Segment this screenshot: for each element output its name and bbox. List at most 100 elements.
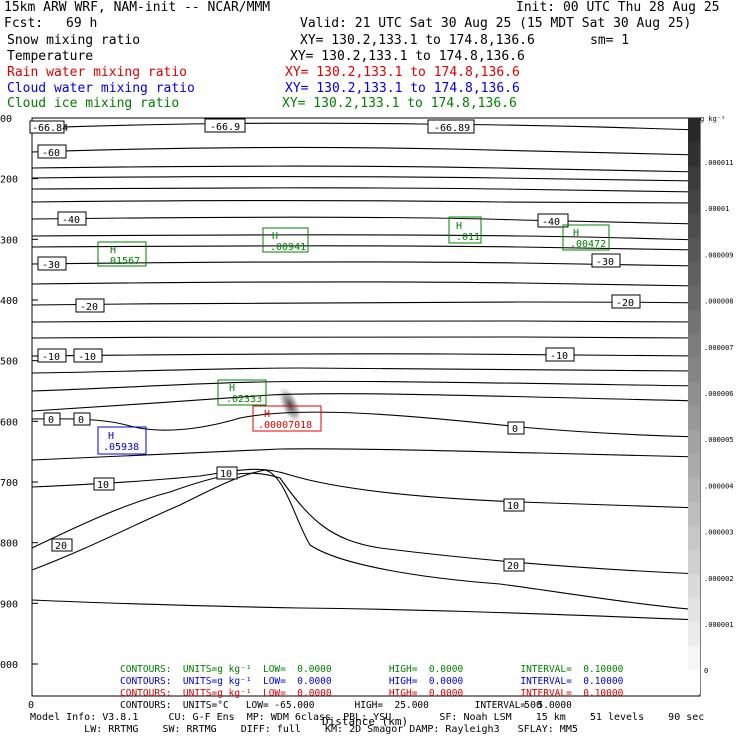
header-init: Init: 00 UTC Thu 28 Aug 25 — [516, 0, 720, 15]
colorbar-swatch — [688, 574, 700, 598]
temp-label: -20 — [75, 298, 105, 313]
colorbar-swatch — [688, 406, 700, 430]
field-snow-name: Snow mixing ratio — [7, 33, 141, 48]
temp-label: -66.84 — [29, 120, 68, 134]
header-fcst-label: Fcst: — [4, 16, 44, 31]
header-valid: Valid: 21 UTC Sat 30 Aug 25 (15 MDT Sat … — [300, 16, 692, 31]
model-info-2: LW: RRTMG SW: RRTMG DIFF: full KM: 2D Sm… — [30, 724, 578, 735]
temp-label: 0 — [73, 412, 91, 426]
temp-label: 10 — [93, 477, 115, 491]
y-tick-label: 000 — [0, 660, 18, 671]
y-tick-label: 600 — [0, 417, 18, 428]
colorbar-tick-label: 0 — [704, 667, 708, 675]
svg-text:-30: -30 — [42, 260, 60, 271]
svg-text:.011: .011 — [456, 232, 480, 243]
temp-label: -66.9 — [204, 118, 246, 133]
colorbar-tick-label: .000005 — [704, 436, 734, 444]
colorbar-tick-label: .000002 — [704, 575, 734, 583]
colorbar-swatch — [688, 358, 700, 382]
colorbar-swatch — [688, 118, 700, 142]
colorbar-swatch — [688, 430, 700, 454]
svg-text:H: H — [229, 383, 235, 394]
contour-info-line: CONTOURS: UNITS=g kg⁻¹ LOW= 0.0000 HIGH=… — [120, 664, 624, 675]
header-sm: sm= 1 — [590, 33, 630, 48]
colorbar-swatch — [688, 190, 700, 214]
y-tick-label: 900 — [0, 599, 18, 610]
svg-text:10: 10 — [97, 480, 109, 491]
field-snow-xy: XY= 130.2,133.1 to 174.8,136.6 — [300, 33, 535, 48]
svg-text:.00472: .00472 — [570, 239, 606, 250]
svg-text:-40: -40 — [62, 215, 80, 226]
colorbar-swatch — [688, 622, 700, 646]
svg-text:-10: -10 — [550, 351, 568, 362]
contour-info-line: CONTOURS: UNITS=g kg⁻¹ LOW= 0.0000 HIGH=… — [120, 676, 624, 687]
svg-text:.00941: .00941 — [270, 242, 306, 253]
temp-label: -30 — [37, 256, 67, 271]
colorbar-swatch — [688, 646, 700, 670]
x-axis-label: Distance (km) — [322, 715, 409, 728]
svg-text:.02333: .02333 — [226, 394, 262, 405]
colorbar-swatch — [688, 238, 700, 262]
y-tick-label: 500 — [0, 357, 18, 368]
colorbar-labels: .000011 .00001 .000009 .000008 .000007 .00000… — [704, 159, 734, 675]
colorbar-tick-label: .000006 — [704, 390, 734, 398]
colorbar-swatch — [688, 598, 700, 622]
y-axis-ticks: 00 200 300 400 500 600 700 800 900 000 — [0, 114, 38, 671]
svg-text:H: H — [272, 231, 278, 242]
temp-label: -66.89 — [427, 119, 475, 134]
svg-text:-20: -20 — [80, 302, 98, 313]
svg-text:.05938: .05938 — [103, 442, 139, 453]
temp-label: 0 — [43, 412, 61, 426]
max-ice-2: H.00941 — [262, 227, 309, 253]
svg-text:H: H — [264, 409, 270, 420]
svg-text:10: 10 — [507, 501, 519, 512]
y-tick-label: 700 — [0, 478, 18, 489]
colorbar-swatch — [688, 334, 700, 358]
field-temp-xy: XY= 130.2,133.1 to 174.8,136.6 — [290, 49, 525, 64]
colorbar-tick-label: .000008 — [704, 298, 734, 306]
field-cloudice-name: Cloud ice mixing ratio — [7, 96, 180, 111]
colorbar-swatch — [688, 142, 700, 166]
svg-text:-66.84: -66.84 — [32, 123, 68, 134]
contour-info-line: CONTOURS: UNITS=°C LOW= -65.000 HIGH= 25… — [120, 700, 572, 711]
colorbar-tick-label: .000003 — [704, 529, 734, 537]
temp-label: -30 — [591, 253, 621, 268]
svg-text:H: H — [456, 221, 462, 232]
colorbar-swatch — [688, 550, 700, 574]
colorbar-unit: g kg⁻¹ — [700, 115, 725, 123]
colorbar-swatch — [688, 382, 700, 406]
colorbar-swatch — [688, 262, 700, 286]
rain-water-shading — [278, 386, 302, 424]
colorbar-swatch — [688, 502, 700, 526]
svg-text:-66.9: -66.9 — [210, 122, 240, 133]
temp-label: 0 — [507, 421, 525, 435]
svg-text:-40: -40 — [542, 217, 560, 228]
colorbar-tick-label: .000001 — [704, 621, 734, 629]
colorbar-swatch — [688, 526, 700, 550]
field-rain-name: Rain water mixing ratio — [7, 65, 188, 80]
colorbar-tick-label: .000011 — [704, 159, 734, 167]
y-tick-label: 00 — [0, 114, 12, 125]
colorbar-tick-label: .00001 — [704, 205, 729, 213]
colorbar-swatch — [688, 670, 700, 694]
terrain-profile — [31, 599, 701, 621]
colorbar-swatch — [688, 166, 700, 190]
svg-text:-20: -20 — [616, 298, 634, 309]
field-rain-xy: XY= 130.2,133.1 to 174.8,136.6 — [285, 65, 520, 80]
colorbar-swatch — [688, 454, 700, 478]
temperature-contours — [31, 122, 701, 611]
contour-info-line: CONTOURS: UNITS=g kg⁻¹ LOW= 0.0000 HIGH=… — [120, 688, 624, 699]
header-fcst-value: 69 h — [66, 16, 98, 31]
temp-label: -10 — [545, 347, 575, 362]
x-tick-label: 0 — [28, 700, 34, 711]
temp-label: 10 — [216, 466, 238, 480]
x-axis-ticks: 0 500 — [28, 700, 542, 711]
colorbar-swatch — [688, 286, 700, 310]
colorbar — [688, 118, 700, 694]
colorbar-tick-label: .000007 — [704, 344, 734, 352]
svg-text:-30: -30 — [596, 257, 614, 268]
temp-label: -60 — [37, 144, 67, 159]
colorbar-tick-label: .000004 — [704, 482, 734, 490]
svg-text:.01567: .01567 — [104, 256, 140, 267]
colorbar-tick-label: .000009 — [704, 251, 734, 259]
